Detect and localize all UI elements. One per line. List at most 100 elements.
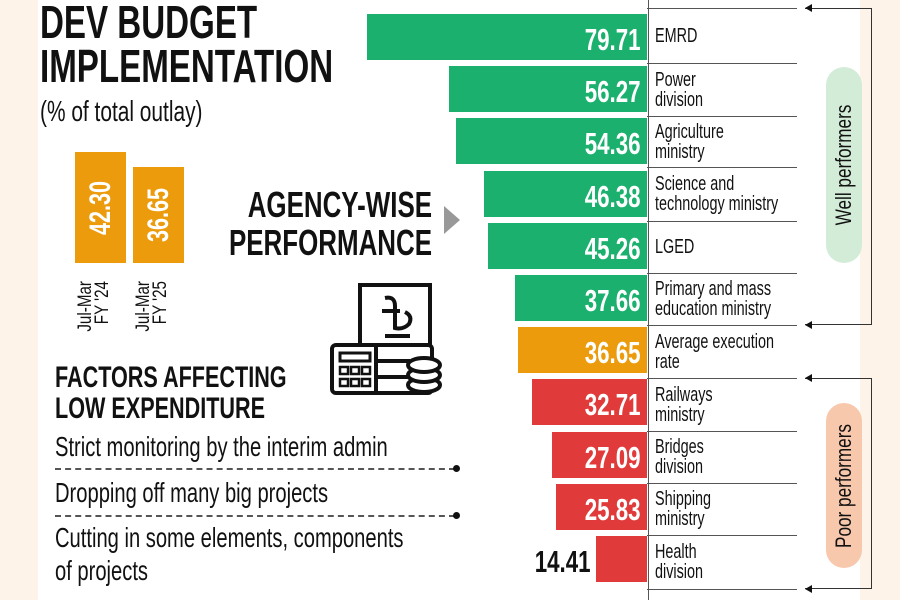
bar-value-text: 56.27 [585, 74, 641, 110]
agency-label-line: rate [655, 352, 820, 372]
agency-label: LGED [655, 237, 709, 257]
agency-label: Health division [655, 542, 722, 582]
agency-line-2: PERFORMANCE [228, 222, 432, 263]
agency-label-line: ministry [655, 142, 751, 162]
agency-label-text: technology ministry [655, 193, 779, 215]
bar-value-label: 37.66 [563, 283, 641, 319]
row-divider [647, 378, 797, 379]
poor-performers-badge: Poor performers [826, 403, 862, 568]
agency-label-line: Health [655, 542, 722, 562]
title-line-1: DEV BUDGET [40, 0, 258, 48]
agency-label-text: Railways [655, 383, 713, 406]
right-margin [860, 0, 900, 600]
row-divider [647, 63, 797, 64]
arrowhead-icon [805, 321, 812, 329]
agency-label-text: Science and [655, 173, 735, 195]
agency-label-line: division [655, 562, 722, 582]
agency-bar: 79.71 [367, 14, 647, 60]
agency-label: Agriculture ministry [655, 122, 751, 162]
divider [55, 468, 455, 470]
agency-label-text: Health [655, 541, 697, 563]
year-label: Jul-Mar FY '25 [133, 281, 171, 345]
page-title: DEV BUDGET IMPLEMENTATION [40, 0, 447, 92]
agency-heading: AGENCY-WISE PERFORMANCE [150, 186, 432, 262]
agency-label-text: Shipping [655, 488, 712, 510]
year-label: Jul-Mar FY '24 [75, 281, 113, 345]
factor-text: Cutting in some elements, components [55, 522, 404, 553]
agency-bar: 45.26 [488, 222, 647, 269]
axis-line [648, 0, 649, 600]
agency-bar: 36.65 [518, 327, 647, 374]
agency-label-line: ministry [655, 509, 733, 529]
agency-label-line: ministry [655, 405, 735, 425]
agency-label-line: Bridges [655, 437, 723, 457]
bar-value-text: 36.65 [585, 335, 641, 371]
agency-label: Primary and mass education ministry [655, 279, 816, 319]
bar-value-label: 14.41 [513, 544, 591, 580]
title-line-2: IMPLEMENTATION [40, 40, 334, 92]
arrowhead-icon [805, 374, 812, 382]
agency-label-text: Primary and mass [655, 278, 772, 300]
agency-label-text: ministry [655, 508, 705, 530]
agency-label-line: technology ministry [655, 194, 826, 214]
agency-bar: 54.36 [456, 118, 647, 165]
bar-value-text: 37.66 [585, 283, 641, 318]
agency-label-text: Agriculture [655, 120, 724, 143]
bar-value-text: 79.71 [585, 22, 641, 57]
agency-label: Bridges division [655, 437, 723, 477]
budget-icon [330, 283, 442, 395]
year-label-line: FY '24 [92, 281, 113, 325]
agency-label-line: EMRD [655, 26, 714, 46]
bar-value-label: 27.09 [563, 440, 641, 476]
agency-bar: 46.38 [484, 170, 647, 217]
agency-label-text: division [655, 88, 704, 111]
row-divider [647, 167, 797, 168]
agency-label: Railways ministry [655, 385, 735, 425]
row-divider [647, 483, 797, 484]
bar-value-label: 79.71 [563, 22, 641, 58]
agency-label-text: division [655, 561, 704, 583]
row-divider [647, 273, 797, 274]
agency-label-line: division [655, 90, 722, 110]
agency-label-text: ministry [655, 403, 705, 426]
agency-label-line: Power [655, 70, 722, 90]
agency-label-line: division [655, 457, 723, 477]
bar-value-label: 54.36 [563, 126, 641, 162]
factor-text: Strict monitoring by the interim admin [55, 431, 388, 462]
bar-value-label: 42.30 [83, 180, 117, 235]
bar-value-label: 32.71 [563, 387, 641, 423]
arrowhead-icon [805, 4, 812, 12]
agency-bar: 27.09 [551, 431, 647, 478]
coins-icon [406, 356, 442, 394]
factor-item: Cutting in some elements, components [55, 523, 539, 553]
bar-value-label: 25.83 [563, 492, 641, 528]
agency-bar: 32.71 [532, 379, 647, 426]
bar-value-text: 46.38 [585, 178, 641, 214]
bar-value-text: 32.71 [585, 387, 641, 423]
agency-label-text: division [655, 456, 704, 478]
well-performers-badge: Well performers [826, 67, 862, 263]
agency-label-line: Railways [655, 385, 735, 405]
row-divider [647, 431, 797, 432]
agency-label-text: education ministry [655, 298, 772, 320]
row-divider [647, 325, 797, 326]
factors-heading: FACTORS AFFECTING LOW EXPENDITURE [55, 362, 377, 424]
bar-value-text: 25.83 [585, 491, 641, 527]
well-performers-label: Well performers [831, 104, 856, 226]
subtitle-text: (% of total outlay) [40, 96, 203, 128]
agency-line-1: AGENCY-WISE [247, 184, 432, 225]
bar-value-text: 14.41 [534, 544, 591, 579]
agency-label: EMRD [655, 26, 714, 46]
agency-bar: 56.27 [449, 66, 647, 113]
agency-label-line: LGED [655, 237, 709, 257]
bullet-dot [453, 465, 460, 472]
agency-label: Science and technology ministry [655, 174, 826, 214]
agency-label-text: ministry [655, 140, 705, 163]
poor-bracket [805, 378, 872, 589]
factor-text: Dropping off many big projects [55, 477, 329, 508]
pointer-arrow-icon [444, 206, 460, 234]
bar-value-label: 46.38 [563, 179, 641, 215]
bar-value-text: 54.36 [585, 126, 641, 162]
year-bar: 36.65 [133, 166, 184, 263]
agency-label-line: Shipping [655, 489, 733, 509]
